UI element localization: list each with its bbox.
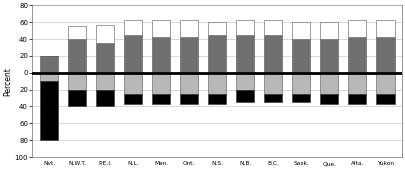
Bar bbox=[68, 73, 86, 90]
Bar bbox=[208, 35, 226, 73]
Bar bbox=[292, 73, 310, 94]
Bar bbox=[348, 37, 367, 73]
Bar bbox=[152, 20, 170, 37]
Bar bbox=[320, 94, 339, 104]
Bar bbox=[376, 73, 394, 94]
Bar bbox=[320, 39, 339, 73]
Bar bbox=[40, 56, 58, 73]
Bar bbox=[236, 73, 254, 90]
Bar bbox=[208, 22, 226, 35]
Bar bbox=[292, 94, 310, 102]
Bar bbox=[320, 73, 339, 94]
Bar bbox=[68, 39, 86, 73]
Bar bbox=[152, 73, 170, 94]
Bar bbox=[292, 39, 310, 73]
Bar bbox=[208, 94, 226, 104]
Bar bbox=[236, 90, 254, 102]
Bar bbox=[124, 73, 142, 94]
Bar bbox=[320, 22, 339, 39]
Bar bbox=[68, 90, 86, 106]
Bar bbox=[264, 20, 282, 35]
Bar bbox=[348, 94, 367, 104]
Bar bbox=[264, 94, 282, 102]
Y-axis label: Percent: Percent bbox=[3, 67, 12, 96]
Bar bbox=[376, 94, 394, 104]
Bar bbox=[40, 81, 58, 140]
Bar bbox=[96, 90, 114, 106]
Bar bbox=[40, 73, 58, 81]
Bar bbox=[376, 37, 394, 73]
Bar bbox=[68, 26, 86, 39]
Bar bbox=[348, 20, 367, 37]
Bar bbox=[152, 94, 170, 104]
Bar bbox=[96, 25, 114, 43]
Bar bbox=[180, 37, 198, 73]
Bar bbox=[348, 73, 367, 94]
Bar bbox=[236, 35, 254, 73]
Bar bbox=[236, 20, 254, 35]
Bar bbox=[208, 73, 226, 94]
Bar bbox=[96, 73, 114, 90]
Bar bbox=[180, 73, 198, 94]
Bar bbox=[264, 35, 282, 73]
Bar bbox=[152, 37, 170, 73]
Bar bbox=[264, 73, 282, 94]
Bar bbox=[96, 43, 114, 73]
Bar bbox=[180, 94, 198, 104]
Bar bbox=[292, 22, 310, 39]
Bar bbox=[376, 20, 394, 37]
Bar bbox=[124, 35, 142, 73]
Bar bbox=[124, 94, 142, 104]
Bar bbox=[180, 20, 198, 37]
Bar bbox=[124, 20, 142, 35]
